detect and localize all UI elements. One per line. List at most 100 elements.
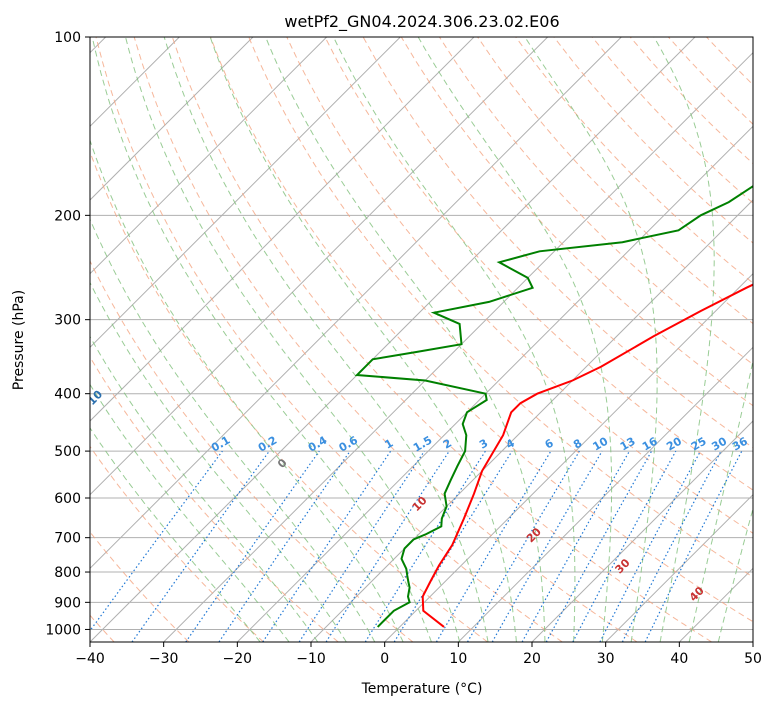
dry-adiabat-line bbox=[95, 37, 563, 642]
x-tick-label: −20 bbox=[223, 651, 253, 667]
dry-adiabat-line bbox=[90, 445, 264, 642]
isotherm-line bbox=[457, 346, 753, 642]
isotherm-label: -10 bbox=[82, 388, 105, 411]
y-tick-label: 400 bbox=[54, 387, 81, 403]
isotherm-line bbox=[605, 493, 753, 642]
plot-frame bbox=[89, 36, 754, 643]
y-tick-label: 100 bbox=[54, 30, 81, 46]
moist-adiabat-line bbox=[90, 138, 404, 642]
x-tick-label: −40 bbox=[75, 651, 105, 667]
chart-title: wetPf2_GN04.2024.306.23.02.E06 bbox=[284, 12, 559, 32]
moist-adiabat-line bbox=[91, 37, 432, 642]
x-tick-label: 40 bbox=[670, 651, 688, 667]
y-axis-title: Pressure (hPa) bbox=[11, 290, 27, 390]
mixing-ratio-line bbox=[90, 450, 223, 632]
dry-adiabat-line bbox=[210, 37, 753, 623]
y-tick-label: 1000 bbox=[45, 622, 81, 638]
mixing-ratio-line bbox=[131, 450, 270, 642]
mixing-ratio-line bbox=[185, 450, 320, 642]
y-tick-label: 200 bbox=[54, 208, 81, 224]
isotherm-line bbox=[678, 567, 753, 642]
mixing-ratio-label: 3 bbox=[477, 437, 490, 452]
dry-adiabat-line bbox=[668, 37, 753, 125]
isotherm-line bbox=[90, 37, 254, 201]
x-tick-label: −10 bbox=[296, 651, 326, 667]
temperature-profile-line bbox=[421, 283, 753, 628]
mixing-ratio-line bbox=[218, 450, 351, 642]
mixing-ratio-line bbox=[435, 450, 552, 642]
dewpoint-profile-line bbox=[354, 185, 753, 628]
dry-adiabat-line bbox=[591, 37, 753, 204]
mixing-ratio-line bbox=[545, 450, 653, 642]
moist-adiabat-line bbox=[653, 37, 715, 642]
dry-adiabat-line bbox=[324, 37, 753, 491]
moist-adiabat-line bbox=[90, 383, 290, 642]
moist-adiabat-line bbox=[688, 358, 753, 642]
x-tick-label: 10 bbox=[449, 651, 467, 667]
mixing-ratio-label: 6 bbox=[543, 436, 556, 451]
moist-adiabat-line bbox=[90, 281, 347, 642]
mixing-ratio-line bbox=[572, 450, 677, 642]
mixing-ratio-label: 2 bbox=[441, 437, 454, 452]
isotherm-line bbox=[90, 37, 328, 275]
mixing-ratio-label: 4 bbox=[504, 436, 517, 451]
isotherm-line bbox=[90, 37, 401, 349]
moist-adiabat-line bbox=[125, 37, 461, 642]
y-tick-label: 600 bbox=[54, 491, 81, 507]
isotherm-line bbox=[163, 51, 753, 642]
moist-adiabat-line bbox=[90, 427, 261, 642]
y-tick-label: 800 bbox=[54, 565, 81, 581]
dry-adiabat-line bbox=[90, 150, 488, 642]
moist-adiabat-line bbox=[333, 37, 576, 642]
isotherm-line bbox=[90, 37, 696, 642]
mixing-ratio-line bbox=[262, 450, 392, 642]
moist-adiabat-label: 10 bbox=[410, 494, 430, 514]
x-tick-label: 30 bbox=[597, 651, 615, 667]
y-tick-label: 300 bbox=[54, 313, 81, 329]
isotherm-line bbox=[90, 37, 622, 570]
mixing-ratio-line bbox=[521, 450, 631, 642]
y-tick-label: 500 bbox=[54, 444, 81, 460]
moist-adiabat-line bbox=[163, 37, 489, 642]
x-tick-label: 20 bbox=[523, 651, 541, 667]
dry-adiabat-line bbox=[286, 37, 753, 534]
y-tick-label: 700 bbox=[54, 531, 81, 547]
isotherm-line bbox=[90, 37, 475, 422]
isotherm-line bbox=[531, 420, 753, 642]
dry-adiabat-line bbox=[248, 37, 753, 578]
moist-adiabat-line bbox=[90, 335, 319, 642]
dry-adiabat-line bbox=[133, 37, 638, 642]
dry-adiabat-line bbox=[90, 259, 414, 642]
x-tick-label: 0 bbox=[380, 651, 389, 667]
moist-adiabat-label: 30 bbox=[613, 556, 633, 576]
moist-adiabat-label: 40 bbox=[687, 584, 707, 604]
y-tick-label: 900 bbox=[54, 595, 81, 611]
x-tick-label: −30 bbox=[149, 651, 179, 667]
moist-adiabat-label: 0 bbox=[275, 456, 290, 471]
isotherm-line bbox=[752, 641, 753, 642]
mixing-ratio-line bbox=[599, 450, 702, 642]
dry-adiabat-line bbox=[90, 356, 339, 642]
mixing-ratio-line bbox=[644, 450, 743, 642]
moist-adiabat-line bbox=[717, 506, 753, 642]
moist-adiabat-label: 20 bbox=[524, 525, 544, 545]
moist-adiabat-line bbox=[524, 37, 658, 642]
isotherm-line bbox=[384, 272, 753, 642]
isotherm-line bbox=[236, 125, 753, 642]
mixing-ratio-line bbox=[393, 450, 513, 642]
dry-adiabat-line bbox=[90, 531, 190, 642]
mixing-ratio-line bbox=[325, 450, 450, 642]
dry-adiabat-line bbox=[171, 37, 712, 642]
isotherm-line bbox=[90, 37, 549, 496]
dry-adiabat-line bbox=[477, 37, 753, 325]
moist-adiabat-line bbox=[265, 37, 546, 642]
mixing-ratio-line bbox=[298, 450, 425, 642]
moist-adiabat-line bbox=[417, 37, 613, 642]
moist-adiabat-line bbox=[209, 37, 517, 642]
moist-adiabat-line bbox=[90, 218, 376, 642]
dry-adiabat-line bbox=[706, 37, 753, 86]
x-tick-label: 50 bbox=[744, 651, 762, 667]
isotherm-line bbox=[310, 199, 753, 642]
x-axis-title: Temperature (°C) bbox=[361, 681, 483, 697]
